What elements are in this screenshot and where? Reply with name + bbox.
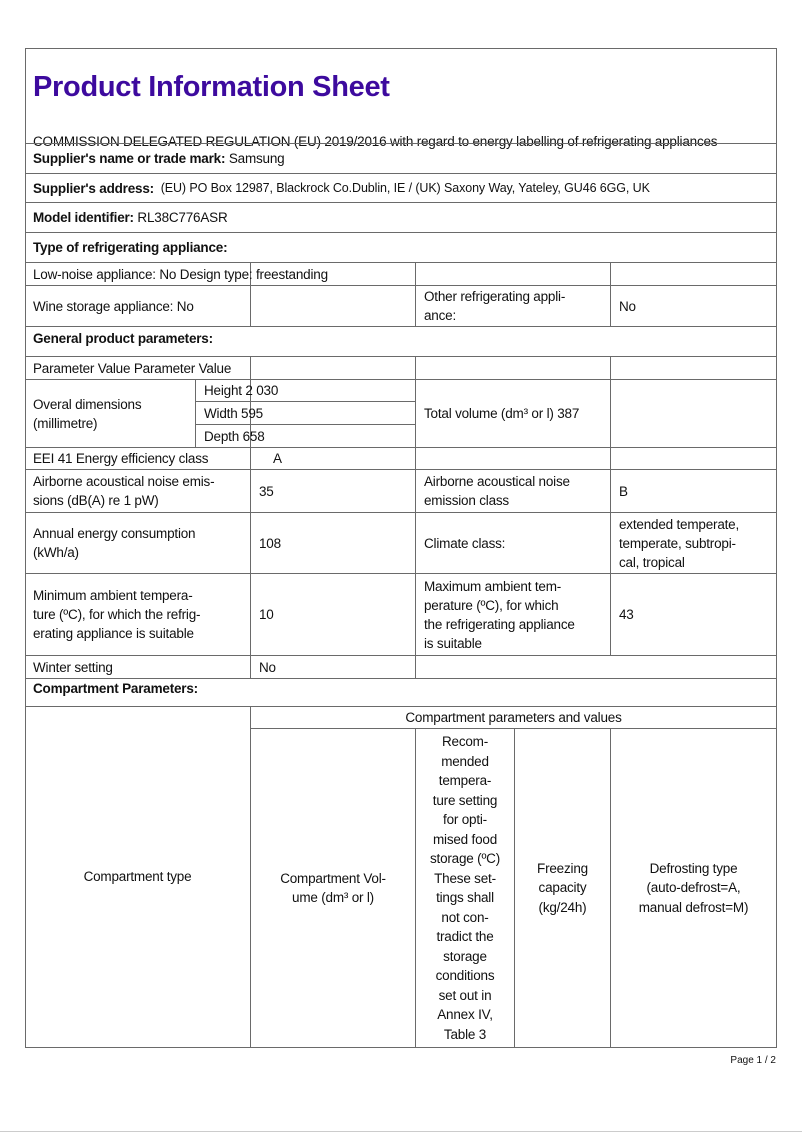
supplier-name-label: Supplier's name or trade mark: bbox=[33, 151, 226, 166]
defrosting-type-header: Defrosting type (auto-defrost=A, manual … bbox=[610, 728, 776, 1047]
depth-cell: Depth 658 bbox=[195, 424, 265, 447]
empty-cell bbox=[250, 262, 415, 285]
dimensions-label: Overal dimensions (millimetre) bbox=[25, 379, 195, 447]
annual-energy-value: 108 bbox=[250, 512, 415, 573]
noise-class-value: B bbox=[610, 469, 776, 512]
wine-storage-cell: Wine storage appliance: No bbox=[25, 285, 250, 326]
winter-setting-value: No bbox=[250, 655, 415, 678]
noise-value: 35 bbox=[250, 469, 415, 512]
empty-cell bbox=[610, 379, 776, 447]
empty-cell bbox=[610, 262, 776, 285]
empty-cell bbox=[415, 655, 776, 678]
header-block: Product Information Sheet COMMISSION DEL… bbox=[25, 48, 776, 149]
climate-class-label: Climate class: bbox=[415, 512, 610, 573]
min-ambient-value: 10 bbox=[250, 573, 415, 655]
recommended-temperature-header: Recom- mended tempera- ture setting for … bbox=[415, 728, 514, 1047]
compartment-heading-row: Compartment Parameters: bbox=[25, 678, 776, 706]
empty-cell bbox=[610, 356, 776, 379]
empty-cell bbox=[415, 447, 610, 469]
supplier-name-row: Supplier's name or trade mark: Samsung bbox=[25, 143, 776, 173]
low-noise-cell: Low-noise appliance: No Design type: fre… bbox=[25, 262, 328, 285]
empty-cell bbox=[610, 447, 776, 469]
empty-cell bbox=[415, 356, 610, 379]
empty-cell bbox=[250, 401, 415, 424]
supplier-address-row: Supplier's address: (EU) PO Box 12987, B… bbox=[25, 173, 776, 202]
eei-cell: EEI 41 Energy efficiency class bbox=[25, 447, 250, 469]
model-value: RL38C776ASR bbox=[133, 210, 228, 225]
noise-label: Airborne acoustical noise emis- sions (d… bbox=[25, 469, 250, 512]
page-title: Product Information Sheet bbox=[33, 71, 390, 103]
annual-energy-label: Annual energy consumption (kWh/a) bbox=[25, 512, 250, 573]
winter-setting-label: Winter setting bbox=[25, 655, 250, 678]
max-ambient-label: Maximum ambient tem- perature (ºC), for … bbox=[415, 573, 610, 655]
height-cell: Height 2 030 bbox=[195, 379, 278, 401]
empty-cell bbox=[250, 379, 415, 401]
compartment-type-header: Compartment type bbox=[25, 706, 250, 1047]
empty-cell bbox=[250, 356, 415, 379]
page-divider bbox=[0, 1131, 802, 1132]
empty-cell bbox=[415, 262, 610, 285]
supplier-address-label: Supplier's address: bbox=[33, 180, 154, 196]
general-heading-row: General product parameters: bbox=[25, 326, 776, 356]
general-heading: General product parameters: bbox=[33, 331, 213, 346]
info-sheet-table bbox=[25, 48, 777, 1048]
other-appliance-label: Other refrigerating appli- ance: bbox=[415, 285, 610, 326]
width-cell: Width 595 bbox=[195, 401, 263, 424]
regulation-text: COMMISSION DELEGATED REGULATION (EU) 201… bbox=[33, 134, 718, 149]
max-ambient-value: 43 bbox=[610, 573, 776, 655]
freezing-capacity-header: Freezing capacity (kg/24h) bbox=[514, 728, 610, 1047]
energy-class-cell: A bbox=[250, 447, 415, 469]
type-heading: Type of refrigerating appliance: bbox=[33, 240, 228, 255]
page-number: Page 1 / 2 bbox=[730, 1055, 776, 1066]
supplier-name-value: Samsung bbox=[225, 151, 285, 166]
type-heading-row: Type of refrigerating appliance: bbox=[25, 232, 776, 262]
noise-class-label: Airborne acoustical noise emission class bbox=[415, 469, 610, 512]
other-appliance-value: No bbox=[610, 285, 776, 326]
total-volume-cell: Total volume (dm³ or l) 387 bbox=[415, 379, 610, 447]
model-label: Model identifier: bbox=[33, 210, 134, 225]
param-header-cell: Parameter Value Parameter Value bbox=[25, 356, 250, 379]
supplier-address-value: (EU) PO Box 12987, Blackrock Co.Dublin, … bbox=[153, 180, 650, 195]
compartment-heading: Compartment Parameters: bbox=[33, 681, 198, 696]
model-row: Model identifier: RL38C776ASR bbox=[25, 202, 776, 232]
compartment-volume-header: Compartment Vol- ume (dm³ or l) bbox=[250, 728, 415, 1047]
compartment-group-header: Compartment parameters and values bbox=[250, 706, 776, 728]
empty-cell bbox=[250, 424, 415, 447]
climate-class-value: extended temperate, temperate, subtropi-… bbox=[610, 512, 776, 573]
empty-cell bbox=[250, 285, 415, 326]
min-ambient-label: Minimum ambient tempera- ture (ºC), for … bbox=[25, 573, 250, 655]
